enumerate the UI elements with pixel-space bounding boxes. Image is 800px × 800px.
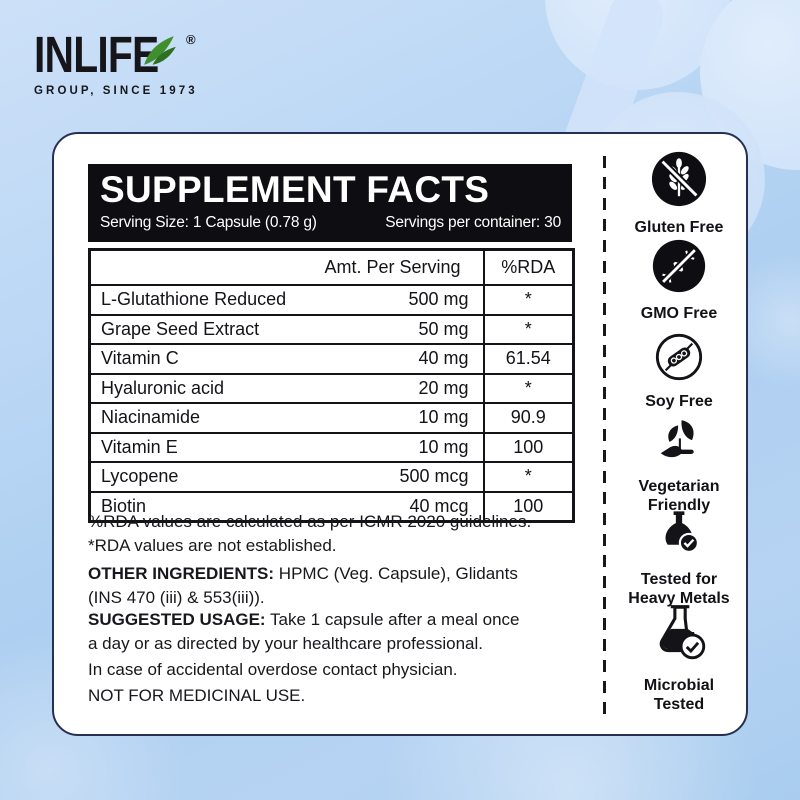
amt-per-serving-header: Amt. Per Serving bbox=[324, 257, 461, 277]
nutrient-name: Grape Seed Extract bbox=[89, 313, 344, 344]
registered-mark: ® bbox=[186, 32, 196, 47]
nutrient-name: Vitamin E bbox=[89, 431, 344, 462]
nutrient-amount: 40 mcg bbox=[343, 490, 484, 522]
badge-heavy-metals-tested: Tested for Heavy Metals bbox=[610, 506, 748, 608]
gluten-free-icon bbox=[650, 150, 708, 213]
badge-label: Gluten Free bbox=[634, 219, 724, 236]
brand-name: INLIFE bbox=[34, 26, 159, 83]
rda-note-2: *RDA values are not established. bbox=[88, 536, 337, 555]
supplement-table: Amt. Per Serving %RDA L-Glutathione Redu… bbox=[88, 248, 576, 523]
other-ingredients: OTHER INGREDIENTS: HPMC (Veg. Capsule), … bbox=[88, 564, 518, 607]
table-header-row: Amt. Per Serving %RDA bbox=[90, 249, 574, 285]
nutrient-name: Hyaluronic acid bbox=[89, 372, 344, 403]
table-row: L-Glutathione Reduced 500 mg * bbox=[89, 284, 574, 315]
badge-gmo-free: GMO Free bbox=[610, 238, 748, 323]
nutrient-amount: 40 mg bbox=[343, 343, 484, 374]
table-row: Biotin 40 mcg 100 bbox=[89, 490, 574, 522]
brand-tagline: GROUP, SINCE 1973 bbox=[34, 85, 198, 98]
table-row: Niacinamide 10 mg 90.9 bbox=[89, 402, 574, 433]
brand-logo: INLIFE ® GROUP, SINCE 1973 bbox=[34, 28, 198, 97]
nutrient-amount: 500 mcg bbox=[343, 461, 484, 492]
gmo-free-icon bbox=[651, 238, 707, 299]
other-ingredients-label: OTHER INGREDIENTS: bbox=[88, 564, 275, 583]
supplement-facts-header: SUPPLEMENT FACTS Serving Size: 1 Capsule… bbox=[88, 164, 572, 242]
nutrient-name: Biotin bbox=[89, 490, 344, 522]
table-row: Vitamin C 40 mg 61.54 bbox=[89, 343, 574, 374]
badge-label: Tested for Heavy Metals bbox=[628, 571, 730, 607]
supplement-facts-card: SUPPLEMENT FACTS Serving Size: 1 Capsule… bbox=[52, 132, 748, 736]
nutrient-amount: 500 mg bbox=[343, 284, 484, 315]
badge-label: Vegetarian Friendly bbox=[638, 478, 720, 514]
overdose-note: In case of accidental overdose contact p… bbox=[88, 660, 458, 679]
nutrient-rda: 90.9 bbox=[482, 402, 574, 433]
nutrient-name: Vitamin C bbox=[89, 343, 344, 374]
badge-gluten-free: Gluten Free bbox=[610, 150, 748, 237]
nutrient-rda: * bbox=[482, 313, 574, 344]
panel-title: SUPPLEMENT FACTS bbox=[100, 169, 490, 210]
nutrient-name: Niacinamide bbox=[89, 402, 344, 433]
leaf-icon bbox=[142, 33, 178, 74]
nutrient-rda: 100 bbox=[482, 490, 574, 522]
nutrient-amount: 10 mg bbox=[343, 402, 484, 433]
nutrient-name: Lycopene bbox=[89, 461, 344, 492]
nutrient-name: L-Glutathione Reduced bbox=[89, 284, 344, 315]
suggested-usage-label: SUGGESTED USAGE: bbox=[88, 610, 266, 629]
badge-label: Soy Free bbox=[645, 393, 713, 410]
nutrient-rda: * bbox=[482, 284, 574, 315]
dashed-divider bbox=[603, 156, 606, 716]
table-row: Grape Seed Extract 50 mg * bbox=[89, 313, 574, 344]
nutrient-amount: 20 mg bbox=[343, 372, 484, 403]
serving-size: Serving Size: 1 Capsule (0.78 g) bbox=[100, 213, 317, 231]
not-medicinal-note: NOT FOR MEDICINAL USE. bbox=[88, 686, 306, 705]
rda-note-1: %RDA values are calculated as per ICMR 2… bbox=[88, 512, 532, 531]
badge-label: GMO Free bbox=[640, 305, 718, 322]
nutrient-rda: 100 bbox=[482, 431, 574, 462]
suggested-usage: SUGGESTED USAGE: Take 1 capsule after a … bbox=[88, 610, 520, 653]
servings-per-container: Servings per container: 30 bbox=[385, 213, 561, 231]
soy-free-icon bbox=[654, 332, 704, 387]
microbial-tested-icon bbox=[646, 600, 712, 671]
table-row: Vitamin E 10 mg 100 bbox=[89, 431, 574, 462]
nutrient-amount: 10 mg bbox=[343, 431, 484, 462]
heavy-metals-tested-icon bbox=[652, 506, 706, 565]
badge-microbial-tested: Microbial Tested bbox=[610, 600, 748, 714]
badge-soy-free: Soy Free bbox=[610, 332, 748, 411]
nutrient-rda: * bbox=[482, 372, 574, 403]
nutrient-rda: * bbox=[482, 461, 574, 492]
table-row: Hyaluronic acid 20 mg * bbox=[89, 372, 574, 403]
table-row: Lycopene 500 mcg * bbox=[89, 461, 574, 492]
badge-column: Gluten Free bbox=[610, 134, 748, 734]
nutrient-rda: 61.54 bbox=[482, 343, 574, 374]
vegetarian-friendly-icon bbox=[653, 415, 705, 472]
badge-vegetarian-friendly: Vegetarian Friendly bbox=[610, 415, 748, 515]
nutrient-amount: 50 mg bbox=[343, 313, 484, 344]
rda-header: %RDA bbox=[482, 249, 574, 285]
badge-label: Microbial Tested bbox=[643, 677, 715, 713]
